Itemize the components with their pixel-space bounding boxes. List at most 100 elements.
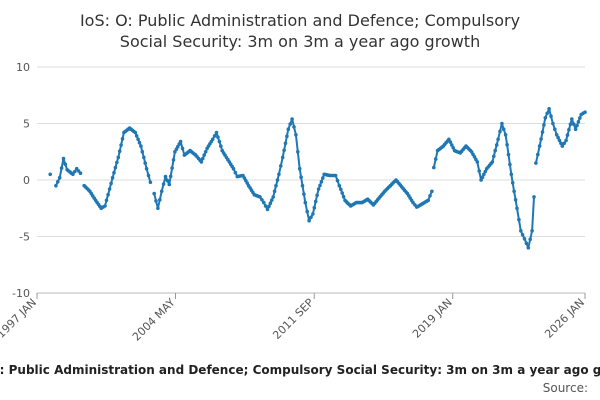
y-tick-label: 5 bbox=[23, 118, 30, 131]
data-point bbox=[167, 182, 172, 187]
data-point bbox=[570, 117, 574, 121]
data-point bbox=[312, 205, 317, 210]
data-point bbox=[292, 125, 296, 129]
data-point bbox=[158, 198, 162, 202]
y-tick-label: -5 bbox=[19, 231, 30, 244]
data-point bbox=[180, 146, 185, 151]
data-point bbox=[275, 178, 280, 182]
data-point bbox=[73, 169, 77, 174]
data-point bbox=[432, 165, 436, 170]
data-point bbox=[156, 206, 160, 211]
data-point bbox=[268, 201, 273, 205]
data-point bbox=[568, 122, 573, 127]
data-point bbox=[547, 107, 551, 111]
data-point bbox=[318, 183, 322, 188]
data-point bbox=[258, 195, 262, 199]
data-point bbox=[319, 179, 324, 184]
data-point bbox=[137, 140, 142, 145]
data-point bbox=[161, 182, 166, 186]
data-point bbox=[576, 120, 581, 124]
data-point bbox=[219, 144, 223, 148]
data-point bbox=[562, 141, 566, 146]
data-point bbox=[201, 156, 205, 161]
data-point bbox=[283, 141, 288, 146]
data-point bbox=[144, 166, 149, 171]
data-point bbox=[300, 183, 305, 188]
data-point bbox=[116, 155, 121, 160]
x-tick-label: 2004 MAY bbox=[130, 296, 178, 344]
data-point bbox=[333, 173, 338, 178]
data-point bbox=[170, 166, 174, 170]
data-point bbox=[316, 187, 321, 191]
data-point bbox=[212, 134, 217, 138]
data-point bbox=[526, 246, 531, 250]
data-point bbox=[119, 143, 123, 147]
data-point bbox=[428, 194, 432, 198]
chart-title-line-2: Social Security: 3m on 3m a year ago gro… bbox=[120, 32, 480, 51]
data-point bbox=[540, 130, 545, 134]
data-point bbox=[57, 175, 62, 180]
data-point bbox=[448, 140, 453, 144]
chart-title-line-1: IoS: O: Public Administration and Defenc… bbox=[80, 11, 520, 30]
data-point bbox=[63, 162, 68, 166]
gridlines bbox=[37, 66, 585, 294]
data-point bbox=[537, 144, 542, 148]
data-point bbox=[505, 142, 509, 147]
data-point bbox=[450, 143, 454, 147]
data-point bbox=[482, 172, 486, 177]
data-point bbox=[545, 111, 549, 116]
data-point bbox=[288, 122, 293, 126]
data-point bbox=[340, 191, 345, 195]
data-point bbox=[113, 165, 118, 170]
data-point bbox=[494, 143, 499, 147]
x-tick-label: 2026 JAN bbox=[542, 296, 587, 341]
data-point bbox=[492, 154, 496, 159]
data-point bbox=[573, 127, 578, 131]
data-point bbox=[267, 204, 271, 209]
x-tick-label: 1997 JAN bbox=[0, 296, 39, 341]
data-point bbox=[203, 150, 208, 154]
data-point bbox=[565, 133, 570, 137]
data-point bbox=[513, 198, 518, 202]
data-point bbox=[274, 183, 278, 188]
data-point bbox=[56, 179, 60, 184]
data-point bbox=[290, 117, 294, 121]
data-point bbox=[54, 183, 58, 188]
data-point bbox=[262, 200, 266, 205]
data-point bbox=[302, 192, 306, 196]
data-point bbox=[430, 189, 434, 194]
data-point bbox=[339, 187, 343, 192]
data-point bbox=[311, 212, 315, 216]
data-point bbox=[556, 135, 560, 140]
data-point bbox=[112, 170, 116, 175]
data-point bbox=[109, 181, 113, 186]
data-point bbox=[140, 150, 145, 154]
data-point bbox=[61, 156, 66, 161]
data-point bbox=[551, 121, 555, 126]
data-point bbox=[286, 127, 291, 131]
data-point bbox=[173, 150, 177, 154]
y-tick-label: 10 bbox=[16, 61, 30, 74]
data-point bbox=[490, 160, 495, 164]
data-point bbox=[303, 200, 308, 205]
data-point bbox=[233, 170, 238, 175]
data-point bbox=[299, 175, 303, 179]
data-point bbox=[503, 133, 508, 137]
data-point bbox=[133, 130, 138, 135]
data-point bbox=[480, 175, 485, 179]
data-point bbox=[48, 172, 52, 177]
data-point bbox=[496, 137, 500, 142]
data-point bbox=[528, 237, 532, 242]
data-point bbox=[512, 189, 516, 194]
data-point bbox=[154, 199, 158, 203]
y-tick-label: -10 bbox=[12, 287, 30, 300]
data-point bbox=[433, 157, 438, 161]
data-point bbox=[139, 144, 143, 148]
data-point bbox=[296, 150, 300, 154]
data-point bbox=[508, 162, 512, 167]
data-point bbox=[165, 178, 170, 183]
data-point bbox=[477, 169, 482, 173]
data-point bbox=[517, 217, 521, 222]
data-point bbox=[272, 189, 277, 194]
